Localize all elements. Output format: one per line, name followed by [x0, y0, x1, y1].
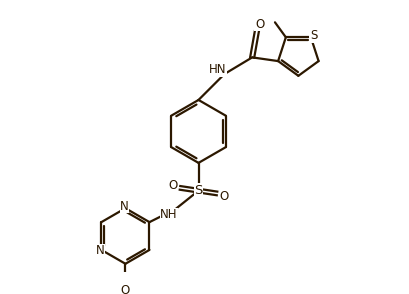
Text: HN: HN [209, 63, 226, 76]
Text: NH: NH [160, 208, 177, 221]
Text: O: O [219, 190, 229, 203]
Text: O: O [121, 284, 130, 294]
Text: N: N [96, 244, 105, 257]
Text: N: N [120, 200, 128, 213]
Text: S: S [194, 184, 202, 197]
Text: S: S [309, 29, 317, 42]
Text: O: O [254, 18, 263, 31]
Text: O: O [168, 178, 177, 192]
